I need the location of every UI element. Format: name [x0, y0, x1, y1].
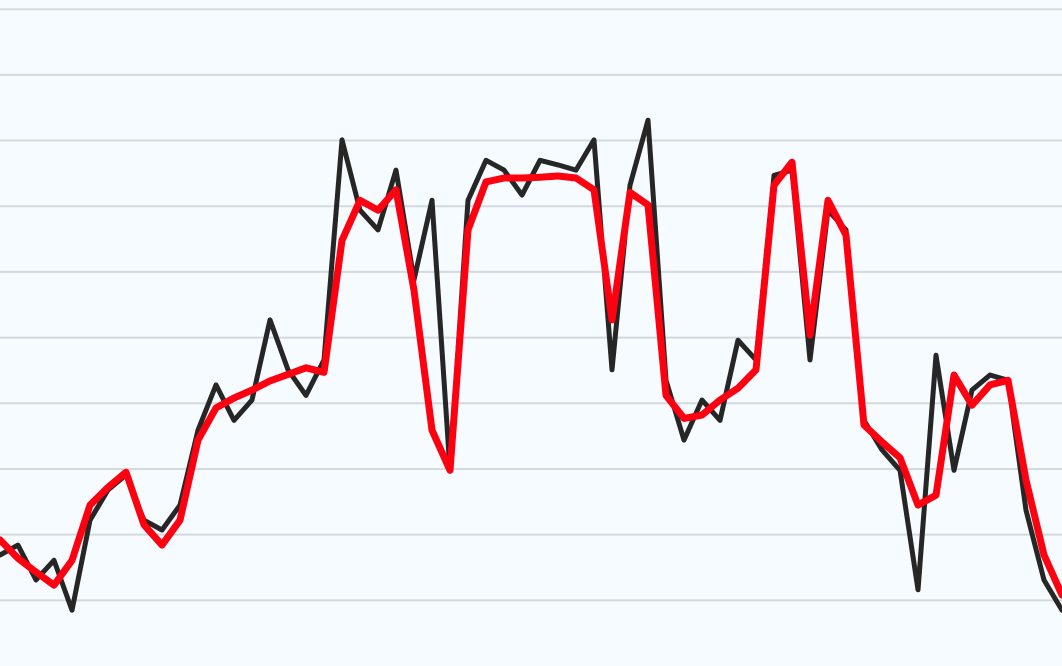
series-line: [0, 158, 1062, 599]
series-line: [0, 117, 1062, 613]
